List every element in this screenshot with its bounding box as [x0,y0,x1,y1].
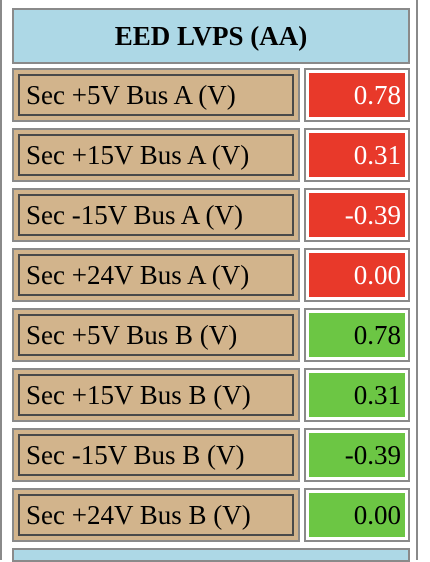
row-label-cell: Sec +15V Bus A (V) [12,128,300,182]
table-row: Sec +15V Bus A (V) 0.31 [12,128,410,182]
row-value: 0.78 [309,313,405,357]
row-value: 0.78 [309,73,405,117]
row-value: 0.00 [309,253,405,297]
table-row: Sec -15V Bus A (V) -0.39 [12,188,410,242]
table-row: Sec +24V Bus B (V) 0.00 [12,488,410,542]
table-row: Sec +15V Bus B (V) 0.31 [12,368,410,422]
row-value: -0.39 [309,193,405,237]
row-value-cell: 0.31 [304,128,410,182]
row-label: Sec +15V Bus A (V) [18,134,294,176]
row-label: Sec +15V Bus B (V) [18,374,294,416]
table-row: Sec +5V Bus B (V) 0.78 [12,308,410,362]
row-value-cell: -0.39 [304,188,410,242]
row-label-cell: Sec +5V Bus A (V) [12,68,300,122]
row-label-cell: Sec -15V Bus B (V) [12,428,300,482]
row-label: Sec +24V Bus B (V) [18,494,294,536]
row-label: Sec +24V Bus A (V) [18,254,294,296]
row-value: 0.31 [309,133,405,177]
row-label: Sec +5V Bus A (V) [18,74,294,116]
row-label-cell: Sec +24V Bus B (V) [12,488,300,542]
row-value-cell: 0.78 [304,68,410,122]
row-value-cell: -0.39 [304,428,410,482]
row-value-cell: 0.00 [304,488,410,542]
row-label: Sec -15V Bus A (V) [18,194,294,236]
row-value-cell: 0.78 [304,308,410,362]
table-row: Sec +5V Bus A (V) 0.78 [12,68,410,122]
next-section-header [12,548,410,562]
table-row: Sec -15V Bus B (V) -0.39 [12,428,410,482]
row-value-cell: 0.00 [304,248,410,302]
row-label: Sec +5V Bus B (V) [18,314,294,356]
row-value: -0.39 [309,433,405,477]
row-label-cell: Sec +15V Bus B (V) [12,368,300,422]
table-row: Sec +24V Bus A (V) 0.00 [12,248,410,302]
row-value-cell: 0.31 [304,368,410,422]
row-value: 0.00 [309,493,405,537]
row-label-cell: Sec -15V Bus A (V) [12,188,300,242]
row-label: Sec -15V Bus B (V) [18,434,294,476]
row-value: 0.31 [309,373,405,417]
row-label-cell: Sec +5V Bus B (V) [12,308,300,362]
panel-title: EED LVPS (AA) [12,8,410,64]
row-label-cell: Sec +24V Bus A (V) [12,248,300,302]
eed-lvps-panel: EED LVPS (AA) Sec +5V Bus A (V) 0.78 Sec… [0,0,418,562]
